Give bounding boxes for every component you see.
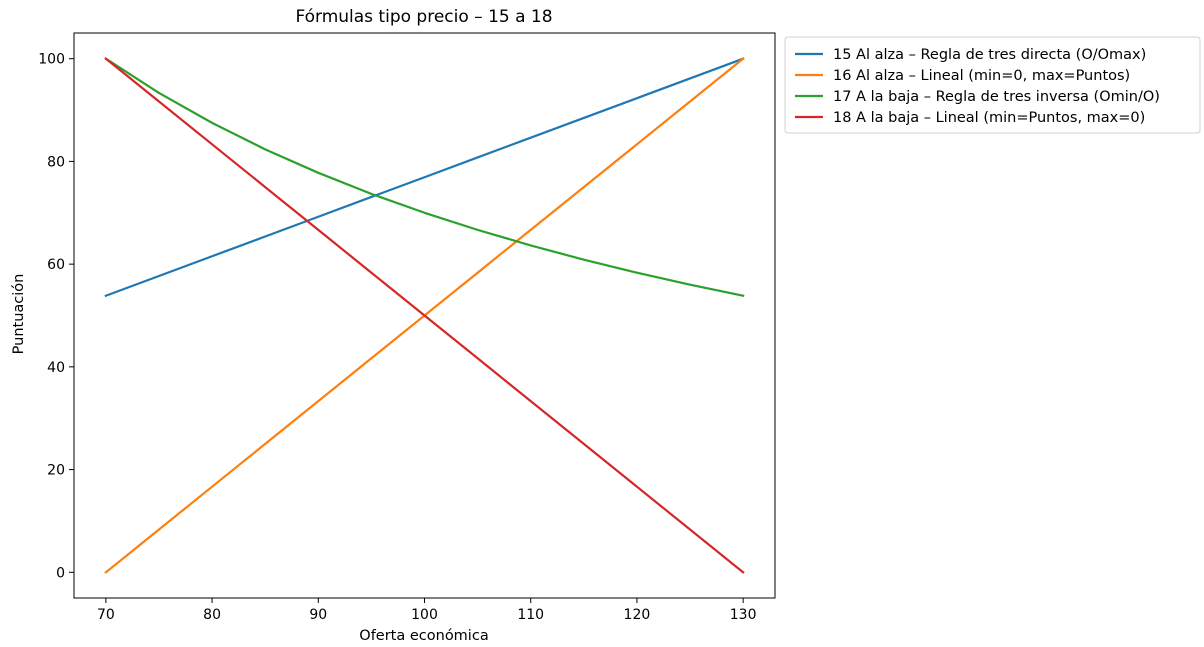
chart-title: Fórmulas tipo precio – 15 a 18 [295,7,552,27]
x-axis-title: Oferta económica [359,628,488,644]
x-axis: 70 80 90 100 110 120 130 [97,598,757,623]
x-tick-label: 120 [624,607,651,623]
series-line-3 [104,57,745,298]
plot-area [73,32,776,599]
y-tick-label: 20 [47,463,65,479]
x-tick-label: 80 [203,607,221,623]
x-tick-label: 130 [730,607,757,623]
y-axis-title: Puntuación [11,274,27,355]
y-tick-label: 40 [47,360,65,376]
legend-label-3: 17 A la baja – Regla de tres inversa (Om… [833,89,1160,105]
x-tick-label: 90 [309,607,327,623]
x-tick-label: 100 [411,607,438,623]
legend-label-2: 16 Al alza – Lineal (min=0, max=Puntos) [833,68,1130,84]
x-tick-label: 110 [517,607,544,623]
y-tick-label: 60 [47,257,65,273]
legend-label-1: 15 Al alza – Regla de tres directa (O/Om… [833,47,1146,63]
series-line-4 [104,57,745,574]
legend-label-4: 18 A la baja – Lineal (min=Puntos, max=0… [833,110,1145,126]
legend: 15 Al alza – Regla de tres directa (O/Om… [784,36,1201,134]
series-line-1 [104,57,745,298]
y-tick-label: 0 [56,565,65,581]
y-tick-label: 80 [47,154,65,170]
y-axis: 0 20 40 60 80 100 [38,52,74,581]
x-tick-label: 70 [97,607,115,623]
y-tick-label: 100 [38,52,65,68]
legend-box [784,36,1201,134]
